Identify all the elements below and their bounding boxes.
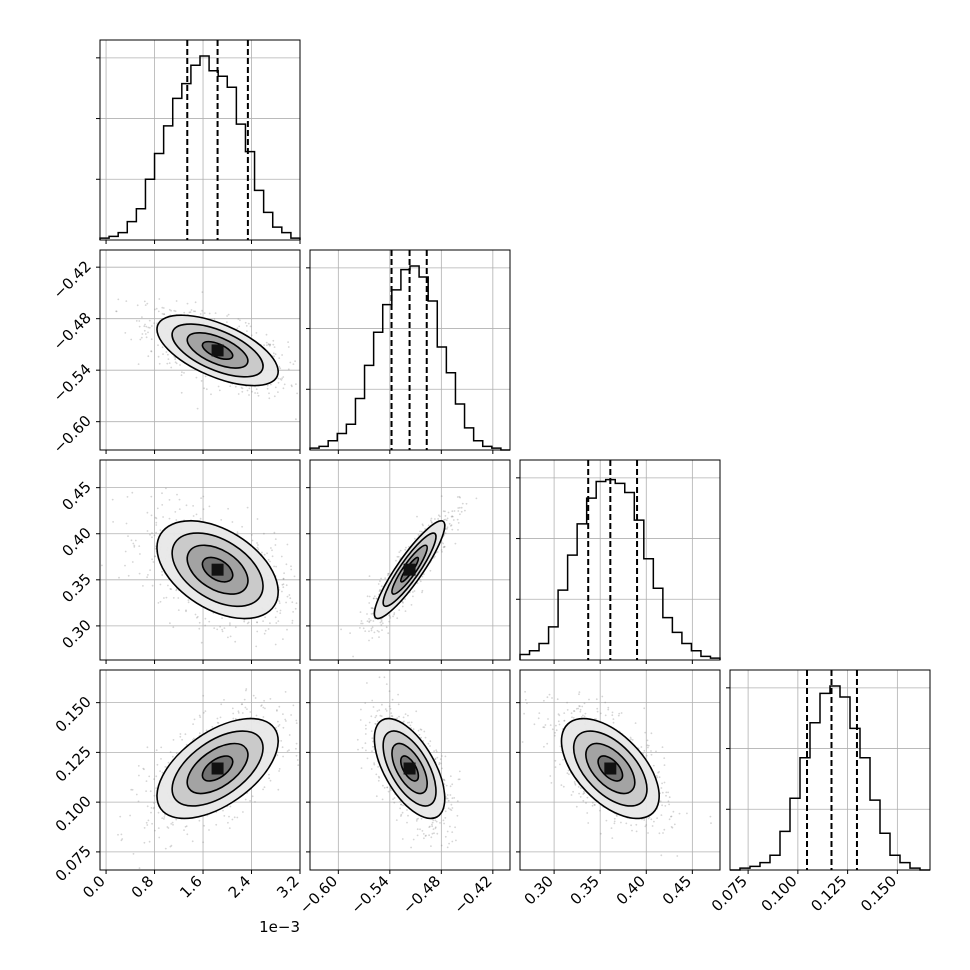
panel-frame	[519, 669, 721, 871]
histogram-step	[519, 478, 721, 660]
panel-frame	[99, 459, 301, 661]
panel-frame	[309, 459, 511, 661]
contour-line	[186, 742, 249, 795]
y-tick-label: 0.35	[58, 570, 94, 606]
y-tick-label: −0.42	[50, 257, 95, 302]
panel-3-3: 0.075 0.100 0.125 0.150	[708, 669, 931, 915]
contour-line	[156, 717, 279, 820]
y-tick-label: 0.40	[58, 524, 94, 560]
y-tick-label: −0.48	[50, 309, 95, 354]
panel-3-1: −0.60 −0.54 −0.48 −0.42	[296, 669, 511, 917]
contour-line	[186, 332, 249, 369]
x-tick-label: 2.4	[225, 872, 255, 902]
contour-line	[373, 520, 446, 620]
panel-frame	[99, 39, 301, 241]
panel-1-0: −0.60 −0.54 −0.48 −0.42	[50, 249, 301, 457]
x-tick-label: 0.075	[708, 872, 751, 915]
contour-line	[171, 730, 264, 807]
y-tick-label: −0.60	[50, 412, 95, 457]
y-tick-label: −0.54	[50, 360, 95, 405]
panel-frame	[519, 459, 721, 661]
x-tick-label: −0.60	[296, 872, 341, 917]
panel-3-2: 0.30 0.35 0.40 0.45	[516, 669, 721, 908]
x-tick-label: −0.42	[450, 872, 495, 917]
y-tick-label: 0.45	[58, 478, 94, 514]
density-peak	[211, 344, 224, 357]
histogram-step	[730, 685, 930, 871]
contour-line	[201, 755, 234, 782]
x-offset-label: 1e−3	[259, 918, 300, 936]
panel-frame	[309, 669, 511, 871]
panel-frame	[729, 669, 931, 871]
y-tick-label: 0.30	[58, 616, 94, 652]
contour-line	[156, 520, 279, 620]
panel-1-1	[306, 249, 511, 454]
density-peak	[211, 762, 224, 775]
x-tick-label: 0.40	[613, 872, 649, 908]
density-peak	[403, 563, 416, 576]
panel-frame	[99, 669, 301, 871]
contour-line	[585, 742, 636, 795]
x-tick-label: 3.2	[273, 872, 303, 902]
panel-0-0	[96, 39, 301, 244]
x-tick-label: −0.48	[399, 872, 444, 917]
x-tick-label: 1.6	[176, 872, 206, 902]
y-tick-label: 0.100	[52, 792, 95, 835]
x-tick-label: 0.35	[567, 872, 603, 908]
x-tick-label: −0.54	[347, 872, 392, 917]
contour-line	[201, 340, 234, 361]
panel-2-2	[516, 459, 721, 664]
contour-line	[382, 532, 437, 608]
x-tick-label: 0.100	[758, 872, 801, 915]
panel-frame	[309, 249, 511, 451]
x-tick-label: 0.45	[659, 872, 695, 908]
x-tick-label: 0.8	[128, 872, 158, 902]
x-tick-label: 0.30	[521, 872, 557, 908]
panel-frame	[99, 249, 301, 451]
y-tick-label: 0.125	[52, 742, 95, 785]
panel-2-0: 0.30 0.35 0.40 0.45	[58, 459, 301, 664]
density-peak	[403, 762, 416, 775]
histogram-step	[99, 55, 301, 240]
contour-line	[373, 717, 446, 820]
contour-line	[201, 556, 234, 583]
density-peak	[604, 762, 617, 775]
contour-line	[391, 742, 428, 795]
x-tick-label: 0.0	[79, 872, 109, 902]
x-tick-label: 0.125	[807, 872, 850, 915]
contour-line	[171, 532, 264, 608]
contour-line	[156, 314, 279, 387]
x-tick-label: 0.150	[857, 872, 900, 915]
density-peak	[211, 563, 224, 576]
contour-line	[186, 544, 249, 595]
contour-line	[572, 730, 648, 807]
panel-2-1	[306, 459, 511, 664]
contour-line	[560, 717, 660, 820]
y-tick-label: 0.150	[52, 693, 95, 736]
contour-line	[382, 730, 437, 807]
contour-line	[171, 323, 264, 378]
